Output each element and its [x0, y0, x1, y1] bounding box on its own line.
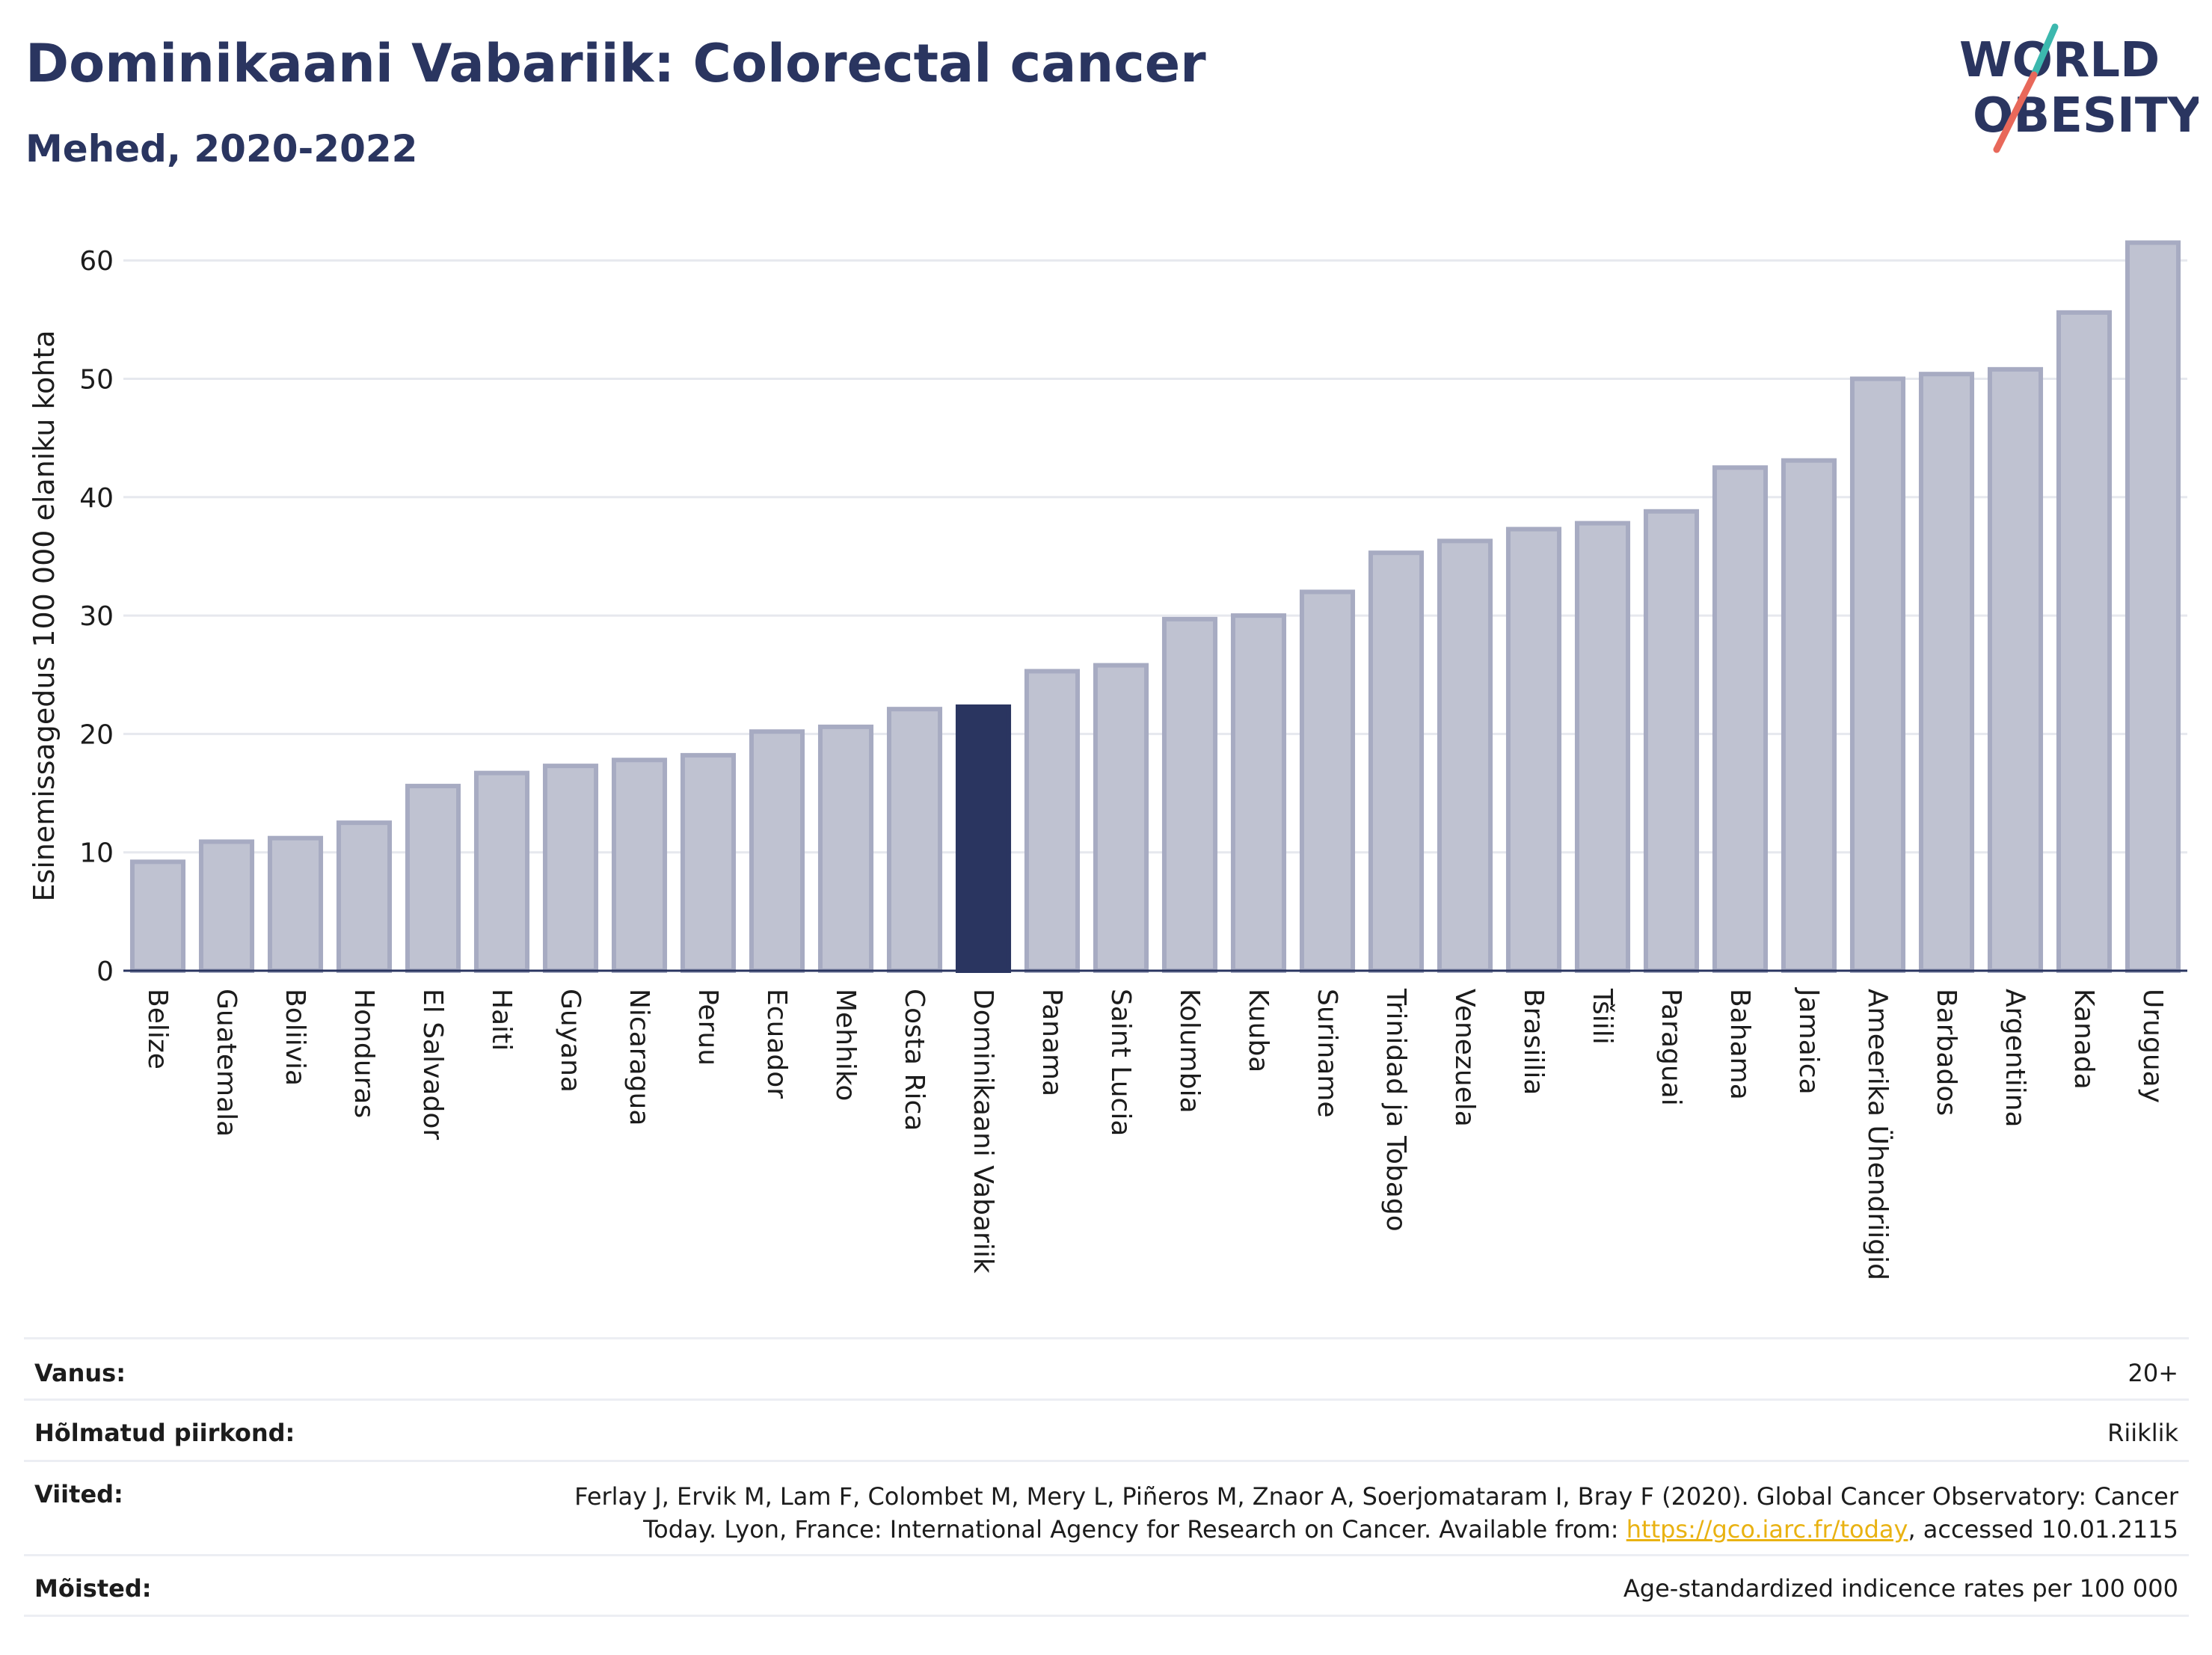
bar	[1505, 526, 1562, 973]
x-tick-label: Ecuador	[761, 989, 792, 1099]
bar	[542, 764, 599, 973]
bar	[267, 835, 324, 973]
area-value: Riiklik	[2107, 1419, 2178, 1447]
bar	[886, 707, 943, 973]
x-tick-label: Peruu	[692, 989, 723, 1066]
bar	[611, 758, 668, 973]
x-tick-label: Barbados	[1931, 989, 1961, 1116]
x-tick-label: Paraguai	[1656, 989, 1686, 1106]
x-tick-label: Trinidad ja Tobago	[1380, 988, 1411, 1232]
bar	[1574, 521, 1631, 973]
x-tick-label: Kanada	[2068, 989, 2099, 1090]
bar	[1437, 538, 1493, 973]
x-tick-label: Guyana	[555, 989, 586, 1093]
y-tick-label: 50	[79, 365, 114, 396]
metadata-table: Vanus: 20+ Hõlmatud piirkond: Riiklik Vi…	[24, 1337, 2189, 1617]
x-tick-label: Brasiilia	[1518, 989, 1549, 1095]
x-tick-label: Suriname	[1312, 989, 1342, 1118]
x-tick-label: Kolumbia	[1174, 989, 1205, 1114]
x-tick-label: Haiti	[486, 989, 517, 1051]
y-tick-label: 10	[79, 838, 114, 869]
x-tick-label: Dominikaani Vabariik	[968, 989, 998, 1274]
area-label: Hõlmatud piirkond:	[34, 1419, 295, 1447]
y-axis-label: Esinemissagedus 100 000 elaniku kohta	[28, 330, 61, 901]
x-tick-label: Panama	[1036, 989, 1067, 1096]
x-tick-label: Uruguay	[2137, 989, 2168, 1103]
x-tick-label: Venezuela	[1449, 989, 1480, 1127]
y-tick-label: 60	[79, 246, 114, 277]
bar	[680, 752, 737, 973]
x-tick-label: Tšiili	[1587, 988, 1617, 1045]
bar	[1230, 613, 1287, 973]
bar	[129, 859, 186, 974]
bar	[955, 704, 1012, 974]
x-tick-label: Belize	[142, 989, 173, 1069]
logo-line1: WORLD	[1959, 33, 2160, 88]
y-tick-label: 30	[79, 601, 114, 632]
bar	[1299, 589, 1356, 973]
bar	[1161, 616, 1218, 973]
age-label: Vanus:	[34, 1359, 126, 1387]
bar	[405, 784, 461, 973]
x-axis-labels: Belize Guatemala Boliivia Honduras El Salvad…	[142, 987, 2168, 1280]
meta-row-age: Vanus: 20+	[24, 1337, 2189, 1398]
x-tick-label: Guatemala	[211, 989, 242, 1137]
x-tick-label: Argentiina	[2000, 989, 2030, 1128]
chart-title: Dominikaani Vabariik: Colorectal cancer	[25, 33, 1206, 94]
bar	[198, 839, 255, 973]
bar	[336, 820, 393, 973]
references-value: Ferlay J, Ervik M, Lam F, Colombet M, Me…	[574, 1480, 2178, 1546]
references-label: Viited:	[34, 1480, 123, 1508]
bar	[1849, 376, 1906, 973]
bar	[1918, 372, 1975, 973]
bars	[129, 240, 2181, 974]
bar-chart: 0 10 20 30 40 50 60 Belize Guatemala Boliivia Hon…	[28, 240, 2187, 1280]
y-axis-ticks: 0 10 20 30 40 50 60	[79, 246, 114, 987]
bar	[1024, 669, 1081, 973]
references-link[interactable]: https://gco.iarc.fr/today	[1626, 1515, 1908, 1544]
x-tick-label: Kuuba	[1243, 989, 1274, 1072]
y-tick-label: 20	[79, 719, 114, 750]
bar	[1643, 509, 1700, 973]
bar	[1781, 458, 1837, 973]
bar	[473, 770, 530, 974]
x-tick-label: Boliivia	[280, 989, 310, 1086]
x-tick-label: Jamaica	[1793, 987, 1824, 1095]
y-tick-label: 0	[96, 957, 114, 987]
x-tick-label: Honduras	[348, 989, 379, 1118]
definitions-label: Mõisted:	[34, 1574, 152, 1603]
references-line2-post: , accessed 10.01.2115	[1908, 1515, 2178, 1544]
bar	[1987, 366, 2044, 973]
meta-row-references: Viited: Ferlay J, Ervik M, Lam F, Colomb…	[24, 1460, 2189, 1554]
bar	[2125, 240, 2181, 973]
x-tick-label: Costa Rica	[899, 989, 930, 1131]
x-tick-label: Ameerika Ühendriigid	[1862, 989, 1893, 1280]
bar	[749, 729, 805, 973]
references-line1: Ferlay J, Ervik M, Lam F, Colombet M, Me…	[574, 1482, 2178, 1511]
meta-row-definitions: Mõisted: Age-standardized indicence rate…	[24, 1554, 2189, 1617]
x-tick-label: Mehhiko	[830, 989, 861, 1101]
x-tick-label: Saint Lucia	[1105, 989, 1136, 1136]
x-tick-label: Nicaragua	[624, 989, 654, 1126]
bar	[1712, 465, 1769, 973]
world-obesity-logo: WORLD OBESITY	[1959, 23, 2199, 153]
bar	[1368, 550, 1425, 973]
chart-subtitle: Mehed, 2020-2022	[25, 127, 418, 171]
bar	[1093, 663, 1149, 973]
bar	[817, 724, 874, 973]
definitions-value: Age-standardized indicence rates per 100…	[1623, 1574, 2178, 1603]
y-tick-label: 40	[79, 483, 114, 514]
meta-row-area: Hõlmatud piirkond: Riiklik	[24, 1398, 2189, 1460]
age-value: 20+	[2127, 1359, 2178, 1387]
x-tick-label: El Salvador	[417, 989, 448, 1140]
grid-lines	[123, 259, 2187, 854]
bar	[2056, 310, 2113, 973]
x-tick-label: Bahama	[1724, 989, 1755, 1100]
references-line2-pre: Today. Lyon, France: International Agenc…	[643, 1515, 1626, 1544]
